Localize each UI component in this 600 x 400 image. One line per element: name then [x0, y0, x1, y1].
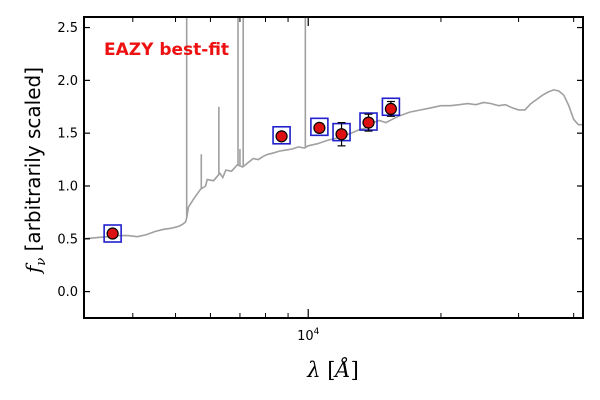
y-axis-label: fν [arbitrarily scaled] [21, 67, 49, 275]
y-tick-label: 0.5 [57, 232, 78, 247]
photometry-point-group [275, 130, 288, 143]
observed-photometry-point [335, 128, 348, 141]
y-axis-subscript: ν [34, 258, 49, 266]
y-tick-label: 1.5 [57, 127, 78, 142]
observed-photometry-point [362, 116, 375, 129]
photometry-point-group [362, 113, 375, 132]
y-axis-text: [arbitrarily scaled] [21, 67, 45, 251]
y-tick-label: 1.0 [57, 179, 78, 194]
plot-markers-layer [103, 97, 401, 243]
sed-model-line [83, 89, 583, 240]
model-photometry-square [272, 125, 291, 145]
x-tick-label: 104 [297, 327, 320, 344]
y-tick-label: 2.5 [57, 21, 78, 36]
x-axis-label: λ [Å] [306, 357, 359, 382]
x-axis-symbol: λ [306, 358, 320, 382]
axis-ticks: 0.0 0.5 1.0 1.5 2.0 2.5 104 [57, 17, 583, 344]
y-tick-label: 2.0 [57, 74, 78, 89]
observed-photometry-point [106, 227, 119, 240]
photometry-point-group [313, 121, 326, 134]
model-photometry-square [310, 117, 329, 137]
observed-photometry-point [275, 130, 288, 143]
y-tick-label: 0.0 [57, 285, 78, 300]
photometry-point-group [335, 122, 348, 147]
plot-frame [83, 16, 584, 319]
plot-lines-layer [83, 17, 583, 240]
observed-photometry-point [313, 121, 326, 134]
annotation-label: EAZY best-fit [104, 40, 229, 60]
photometry-point-group [106, 227, 119, 240]
x-axis-unit: Å [332, 357, 350, 382]
photometry-point-group [384, 100, 398, 117]
observed-photometry-point [384, 102, 398, 115]
model-photometry-square [103, 224, 122, 243]
